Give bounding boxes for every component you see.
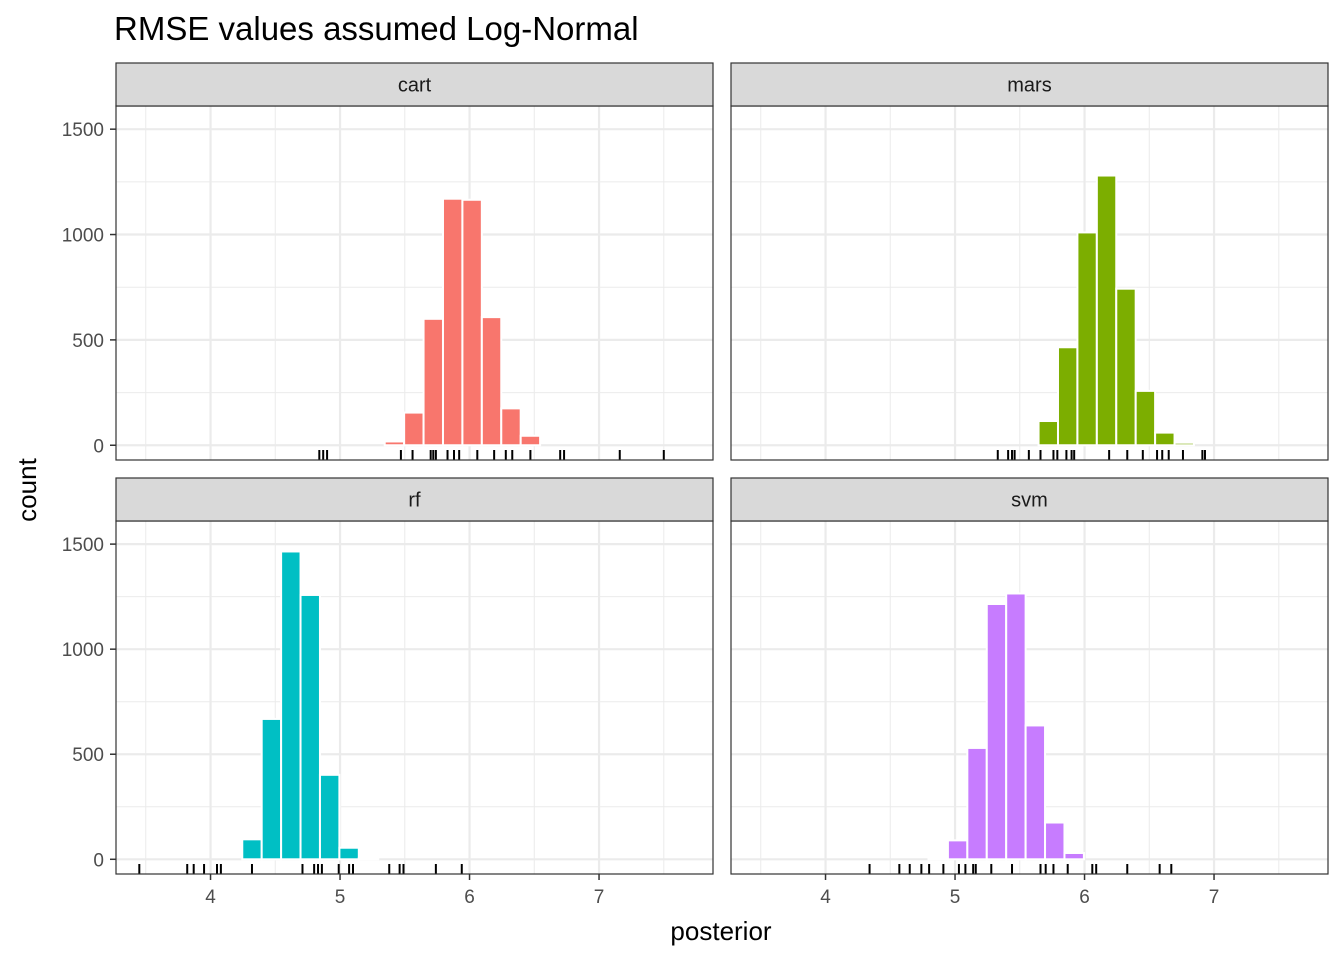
panel-background: [731, 106, 1328, 460]
histogram-bar: [1134, 389, 1157, 447]
histogram-bar: [519, 434, 542, 447]
histogram-bar: [280, 550, 302, 861]
y-tick-label: 500: [72, 745, 104, 766]
histogram-bar: [1044, 821, 1066, 861]
histogram-bar: [1095, 174, 1118, 447]
panel-background: [116, 106, 713, 460]
facet-strip: [115, 62, 714, 107]
panel-background: [116, 521, 713, 874]
histogram-bar: [461, 198, 483, 447]
facet-panel-svm: svm 4 5 6 7: [730, 477, 1329, 908]
histogram-bar: [241, 838, 263, 861]
histogram-bar: [1115, 287, 1137, 447]
histogram-bar: [383, 440, 406, 447]
x-axis-title: posterior: [670, 916, 771, 946]
facet-strip: [115, 477, 714, 522]
y-tick-label: 1500: [62, 120, 104, 141]
histogram-bar: [1024, 724, 1047, 861]
histogram-bar: [1076, 231, 1098, 447]
histogram-bar: [480, 316, 503, 447]
facet-strip: [730, 477, 1329, 522]
histogram-bar: [1154, 431, 1176, 447]
x-tick-label: 6: [464, 887, 475, 908]
chart-title: RMSE values assumed Log-Normal: [114, 10, 639, 47]
x-tick-label: 5: [950, 887, 961, 908]
histogram-bar: [927, 857, 949, 861]
histogram-bar: [422, 317, 444, 447]
y-tick-label: 0: [93, 850, 104, 871]
histogram-bar: [403, 411, 425, 447]
y-tick-label: 0: [93, 436, 104, 457]
facet-strip-label: cart: [398, 75, 432, 97]
facet-panel-rf: rf 0 500 1000 1500 4 5 6 7: [62, 477, 714, 908]
histogram-bar: [946, 839, 969, 861]
y-axis-title: count: [12, 457, 42, 521]
x-tick-label: 5: [335, 887, 346, 908]
histogram-bar: [357, 857, 380, 861]
histogram-bar: [966, 746, 988, 861]
y-tick-label: 1000: [62, 640, 104, 661]
facet-strip-label: mars: [1007, 75, 1051, 97]
histogram-bar: [318, 773, 341, 861]
histogram-bar: [500, 407, 522, 447]
x-tick-label: 7: [1209, 887, 1220, 908]
histogram-bar: [1056, 346, 1079, 447]
histogram-bar: [299, 593, 321, 861]
y-tick-label: 500: [72, 331, 104, 352]
histogram-bar: [1005, 592, 1027, 861]
histogram-bar: [338, 846, 360, 861]
facet-strip-label: svm: [1011, 490, 1048, 512]
y-tick-label: 1000: [62, 226, 104, 247]
facet-strip: [730, 62, 1329, 107]
y-tick-label: 1500: [62, 535, 104, 556]
x-tick-label: 6: [1079, 887, 1090, 908]
histogram-bar: [985, 602, 1008, 861]
facet-strip-label: rf: [408, 490, 421, 512]
histogram-bar: [260, 717, 283, 861]
histogram-bar: [1037, 420, 1059, 447]
x-tick-label: 7: [594, 887, 605, 908]
histogram-bar: [441, 197, 464, 447]
histogram-bar: [1063, 851, 1085, 861]
x-tick-label: 4: [820, 887, 831, 908]
facet-panel-cart: cart 0 500 1000 1500: [62, 62, 714, 461]
facet-panel-mars: mars: [730, 62, 1329, 461]
histogram-bar: [1173, 441, 1195, 447]
x-tick-label: 4: [205, 887, 216, 908]
